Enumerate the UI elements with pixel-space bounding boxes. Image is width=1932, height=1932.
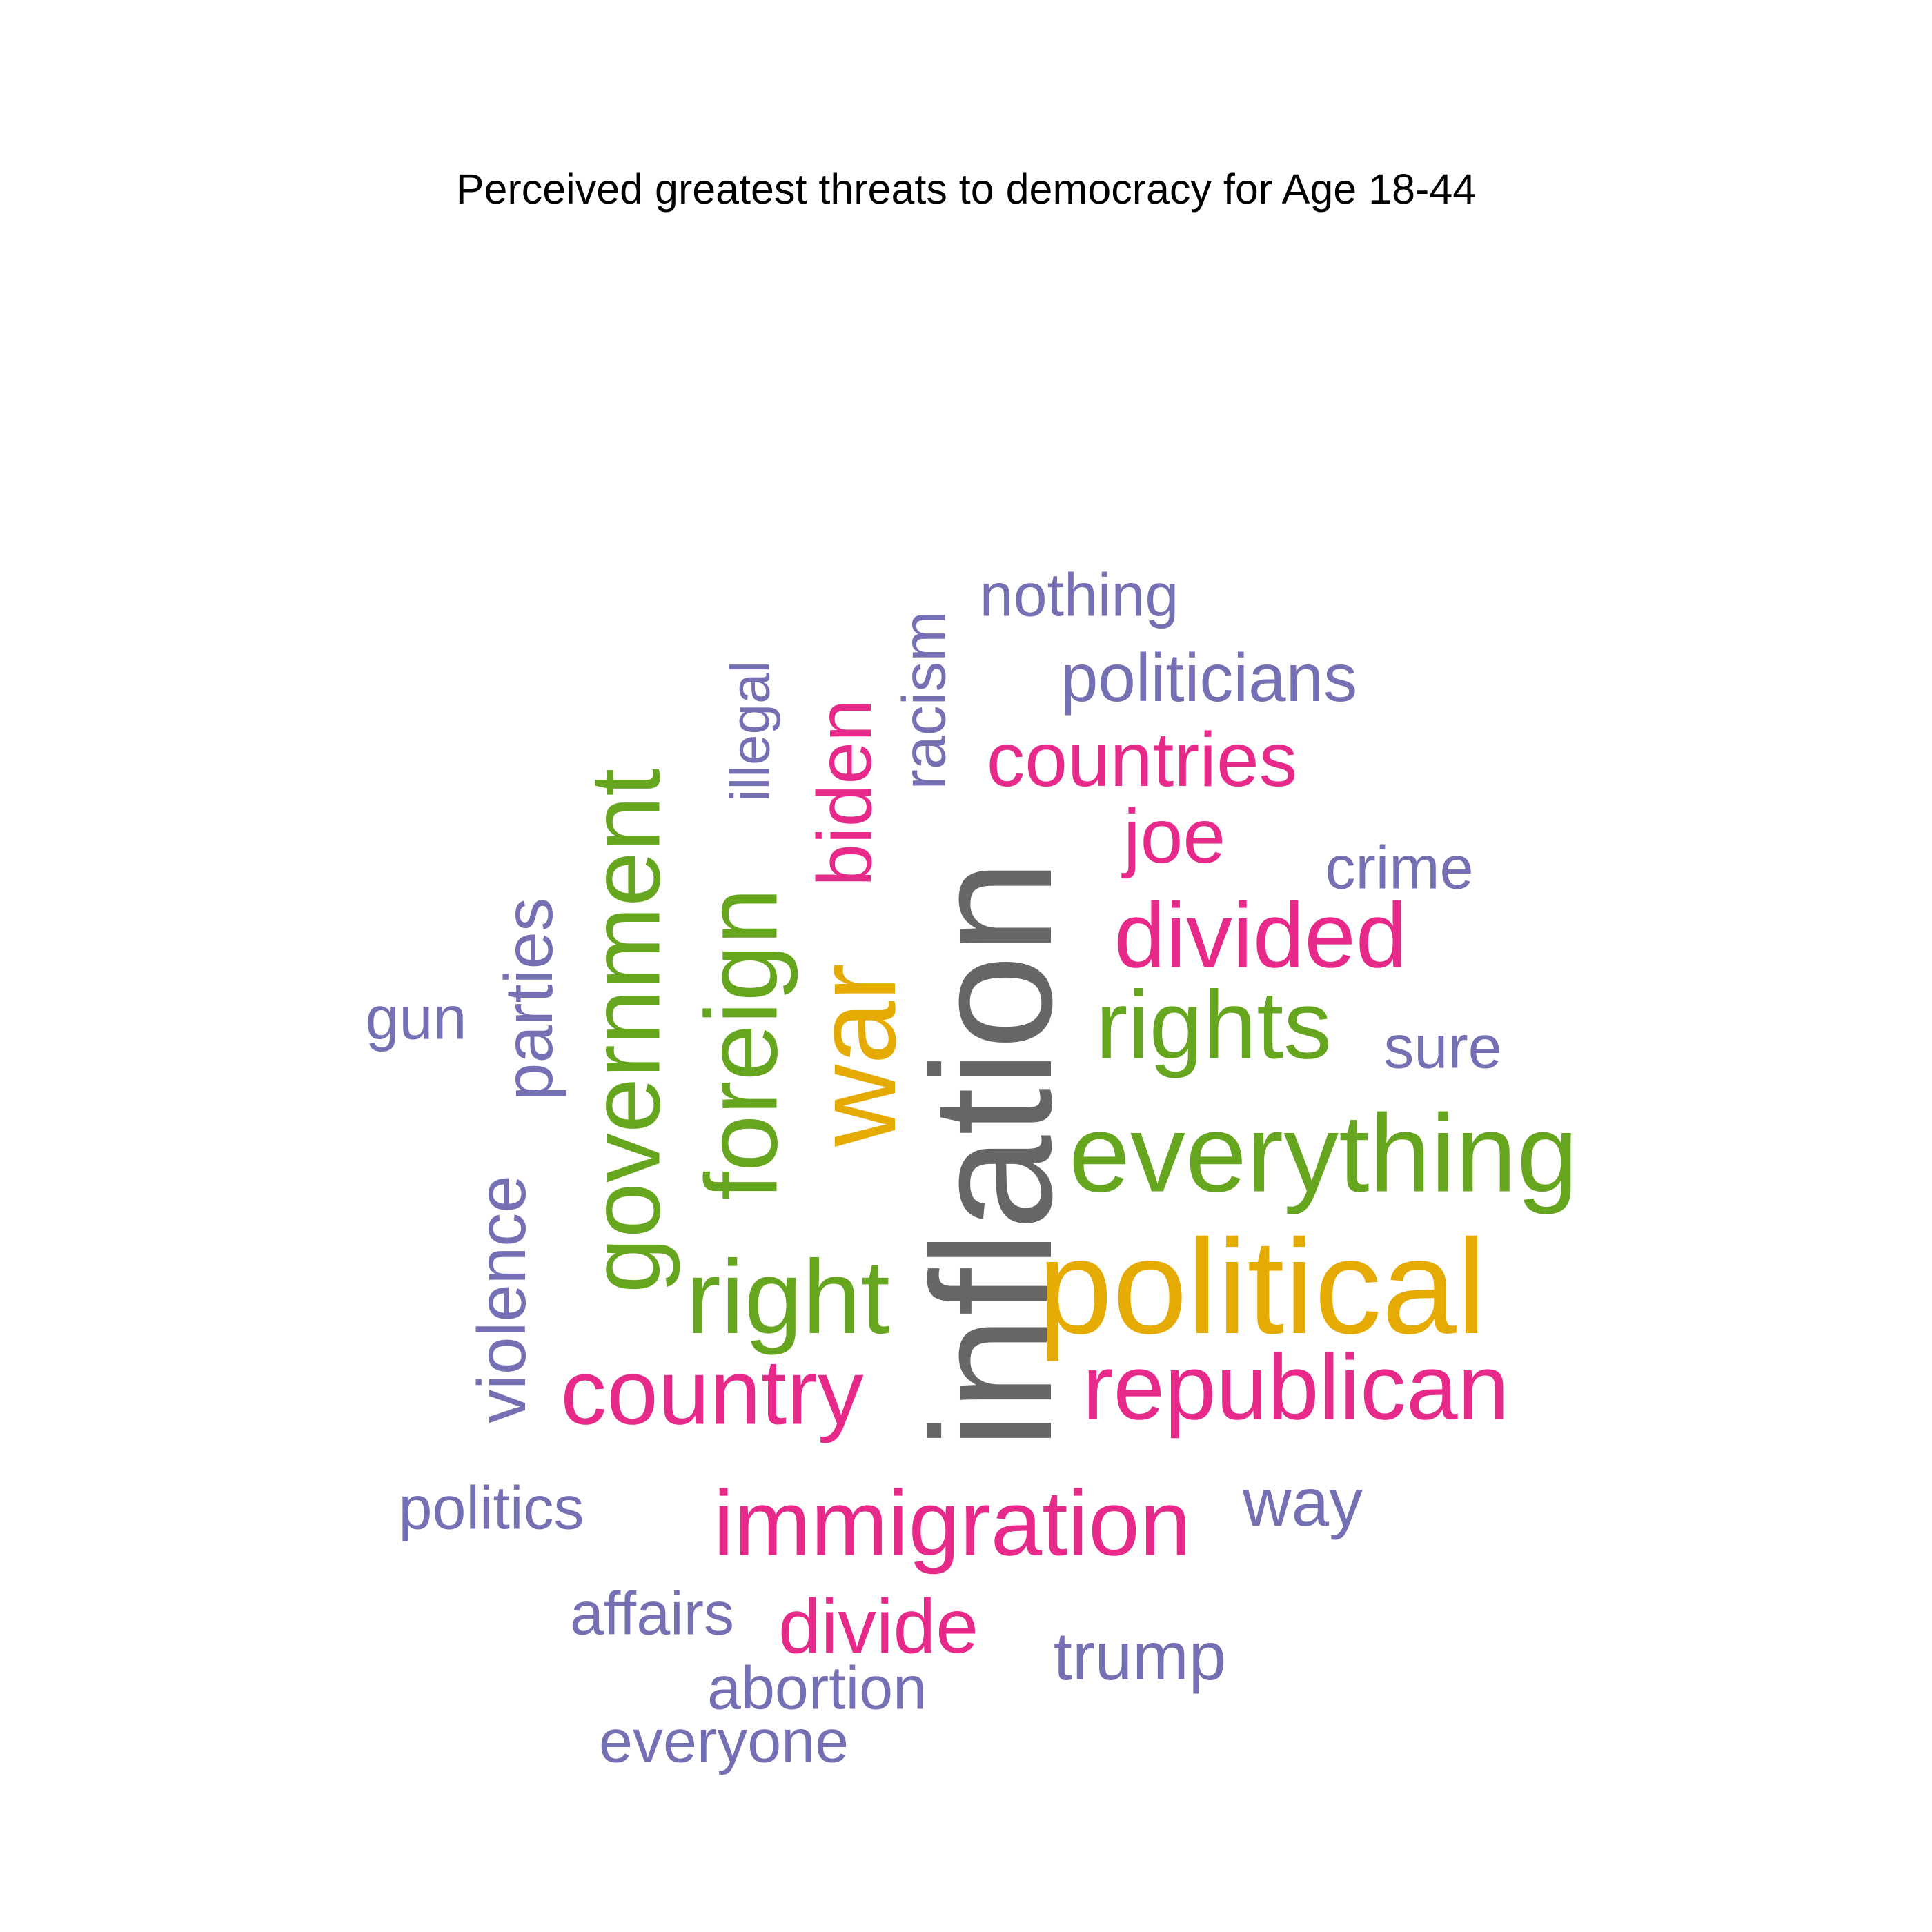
word-country: country <box>560 1341 863 1444</box>
word-political: political <box>1038 1212 1486 1362</box>
word-everyone: everyone <box>599 1707 849 1775</box>
word-affairs: affairs <box>570 1579 734 1648</box>
word-politics: politics <box>399 1474 584 1542</box>
word-crime: crime <box>1325 834 1473 902</box>
word-divided: divided <box>1114 885 1408 987</box>
word-racism: racism <box>890 611 958 789</box>
word-nothing: nothing <box>980 561 1179 629</box>
word-parties: parties <box>491 898 566 1101</box>
word-biden: biden <box>802 699 887 887</box>
word-inflation: inflation <box>896 860 1087 1450</box>
word-gun: gun <box>366 984 467 1052</box>
word-joe: joe <box>1121 793 1225 879</box>
chart-title: Perceived greatest threats to democracy … <box>455 166 1477 213</box>
word-illegal: illegal <box>720 661 781 802</box>
word-abortion: abortion <box>707 1654 927 1722</box>
word-immigration: immigration <box>713 1472 1192 1575</box>
word-everything: everything <box>1069 1092 1578 1215</box>
word-violence: violence <box>464 1175 540 1423</box>
word-trump: trump <box>1054 1618 1227 1694</box>
word-rights: rights <box>1096 971 1332 1079</box>
word-foreign: foreign <box>685 888 799 1201</box>
word-politicians: politicians <box>1061 640 1357 716</box>
word-right: right <box>686 1239 890 1356</box>
word-sure: sure <box>1383 1013 1501 1081</box>
word-war: war <box>792 963 919 1147</box>
word-divide: divide <box>778 1584 978 1669</box>
word-way: way <box>1242 1464 1363 1540</box>
word-republican: republican <box>1083 1337 1509 1439</box>
word-government: government <box>570 769 681 1293</box>
word-countries: countries <box>987 717 1297 802</box>
